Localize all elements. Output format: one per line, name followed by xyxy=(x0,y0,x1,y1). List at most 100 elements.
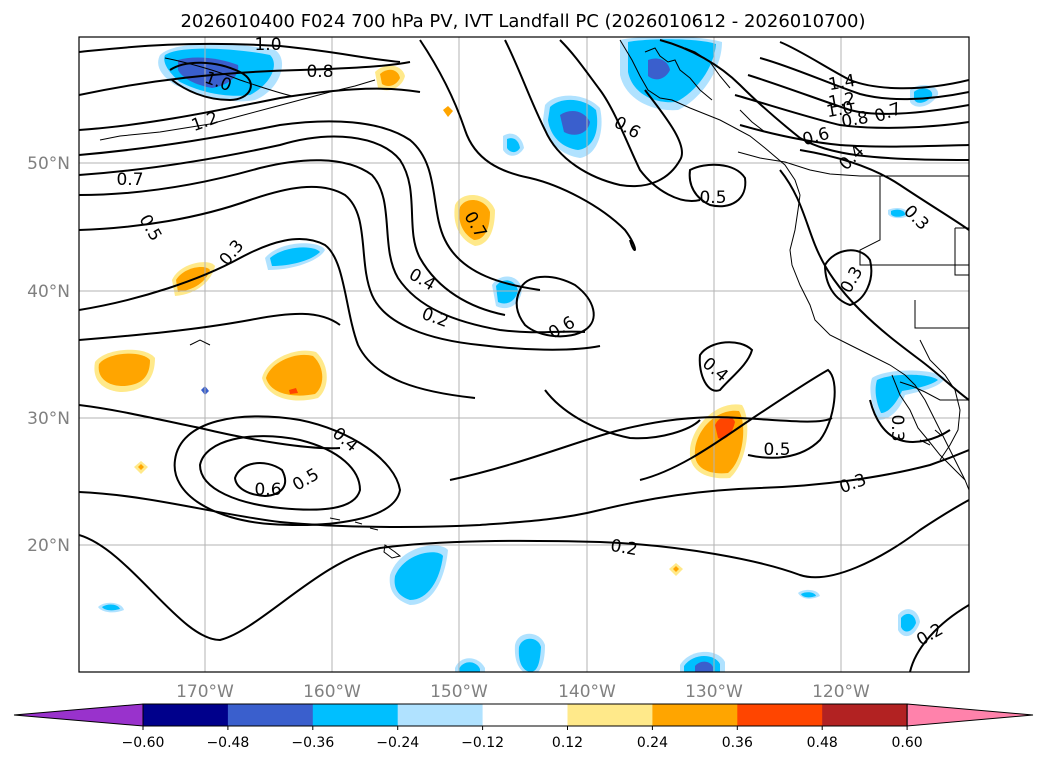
contour-label: 1.0 xyxy=(825,98,855,122)
contour-line xyxy=(79,87,421,131)
negative-anomaly-patch xyxy=(628,39,716,103)
colorbar-tick-label: 0.60 xyxy=(892,735,923,751)
negative-anomaly-patch xyxy=(901,613,916,632)
contour-line xyxy=(79,61,411,96)
positive-anomaly-patch xyxy=(138,464,144,470)
coastlines xyxy=(99,39,969,559)
latitude-labels: 50°N 40°N 30°N 20°N xyxy=(27,154,70,556)
lat-label-20n: 20°N xyxy=(27,536,70,556)
contour-line xyxy=(79,159,586,334)
colorbar-tick-label: −0.48 xyxy=(206,735,249,751)
contour-label: 1.0 xyxy=(254,35,281,55)
contour-line xyxy=(173,415,402,526)
contour-line xyxy=(79,135,506,316)
contour-line xyxy=(419,39,636,252)
positive-anomaly-patch xyxy=(380,69,400,86)
lon-label-150w: 150°W xyxy=(430,682,488,702)
contour-line xyxy=(639,368,836,481)
contour-label: 0.5 xyxy=(763,440,790,460)
contour-label: 0.2 xyxy=(609,536,639,560)
colorbar-segment xyxy=(822,704,908,726)
negative-anomaly-patch xyxy=(270,247,320,266)
contour-line xyxy=(659,39,969,161)
positive-anomaly-patch xyxy=(98,353,150,386)
contour-line xyxy=(779,169,969,401)
pv-contours xyxy=(79,39,969,672)
lat-label-40n: 40°N xyxy=(27,282,70,302)
colorbar-segment xyxy=(227,704,314,726)
colorbar-segment xyxy=(397,704,484,726)
contour-label: 0.5 xyxy=(699,188,726,208)
colorbar-tick-label: −0.24 xyxy=(376,735,419,751)
contour-line xyxy=(779,41,969,90)
lat-label-30n: 30°N xyxy=(27,409,70,429)
contour-line xyxy=(688,163,747,208)
positive-anomaly-patch xyxy=(673,566,679,572)
lat-label-50n: 50°N xyxy=(27,154,70,174)
colorbar-segment xyxy=(737,704,823,726)
negative-anomaly-patch xyxy=(496,280,518,304)
colorbar-tick-label: 0.24 xyxy=(637,735,668,751)
negative-anomaly-patch xyxy=(801,592,816,598)
colorbar-outline xyxy=(142,703,908,727)
contour-line xyxy=(698,341,754,392)
contour-line xyxy=(233,462,287,498)
positive-anomaly-patch xyxy=(443,106,453,117)
contour-label: 0.6 xyxy=(254,480,281,500)
contour-label: 1.4 xyxy=(827,71,857,95)
contour-label: 0.6 xyxy=(800,124,831,150)
colorbar-segment xyxy=(652,704,738,726)
contour-label: 0.8 xyxy=(306,62,333,82)
contour-line xyxy=(799,149,969,231)
negative-anomaly-patch xyxy=(507,138,520,153)
contour-line xyxy=(79,312,341,341)
colorbar-extend-high xyxy=(906,703,1034,727)
contour-line xyxy=(909,604,969,672)
negative-anomaly-patch xyxy=(648,58,670,80)
negative-anomaly-patch xyxy=(695,661,713,672)
contour-label: 0.3 xyxy=(887,414,907,441)
colorbar-segment xyxy=(143,704,229,726)
negative-anomaly-patch xyxy=(394,552,443,600)
contour-line xyxy=(198,435,362,511)
lon-label-130w: 130°W xyxy=(685,682,743,702)
colorbar-segment xyxy=(482,704,568,726)
contour-line xyxy=(79,499,969,642)
positive-anomaly-patch xyxy=(266,354,323,396)
contour-line xyxy=(79,120,541,291)
negative-anomaly-patch xyxy=(560,110,590,135)
contour-line xyxy=(504,39,683,188)
contour-label: 0.8 xyxy=(840,108,870,132)
negative-anomaly-patch xyxy=(102,604,120,611)
colorbar-tick-label: −0.60 xyxy=(122,735,165,751)
contour-line xyxy=(449,416,833,481)
contour-line xyxy=(515,275,595,338)
negative-anomaly-patch xyxy=(891,209,906,217)
contour-line xyxy=(169,61,252,102)
negative-anomaly-patch xyxy=(459,662,480,672)
colorbar-tick-label: 0.12 xyxy=(552,735,583,751)
gridlines xyxy=(79,37,969,672)
colorbar-tick-label: 0.48 xyxy=(807,735,838,751)
contour-line xyxy=(79,449,969,528)
contour-line xyxy=(747,74,969,115)
contour-line xyxy=(79,42,401,63)
contour-line xyxy=(544,389,701,440)
contour-line xyxy=(79,404,341,450)
negative-anomaly-patch xyxy=(875,374,938,413)
contour-line xyxy=(823,249,873,307)
negative-anomaly-patch xyxy=(518,638,541,672)
colorbar-extend-low xyxy=(13,703,144,727)
colorbar: −0.60 −0.48 −0.36 −0.24 −0.12 0.12 0.24 0.36 0.4… xyxy=(13,703,1034,751)
contour-label: 0.7 xyxy=(116,170,143,190)
positive-anomaly-patch xyxy=(289,388,298,394)
contour-line xyxy=(739,124,969,148)
lon-label-160w: 160°W xyxy=(303,682,361,702)
colorbar-tick-label: 0.36 xyxy=(722,735,753,751)
lon-label-170w: 170°W xyxy=(176,682,234,702)
colorbar-segment xyxy=(312,704,399,726)
lon-label-120w: 120°W xyxy=(812,682,870,702)
contour-labels: 1.00.81.01.20.70.50.30.40.20.70.61.41.21… xyxy=(116,35,946,650)
colorbar-tick-label: −0.12 xyxy=(461,735,504,751)
